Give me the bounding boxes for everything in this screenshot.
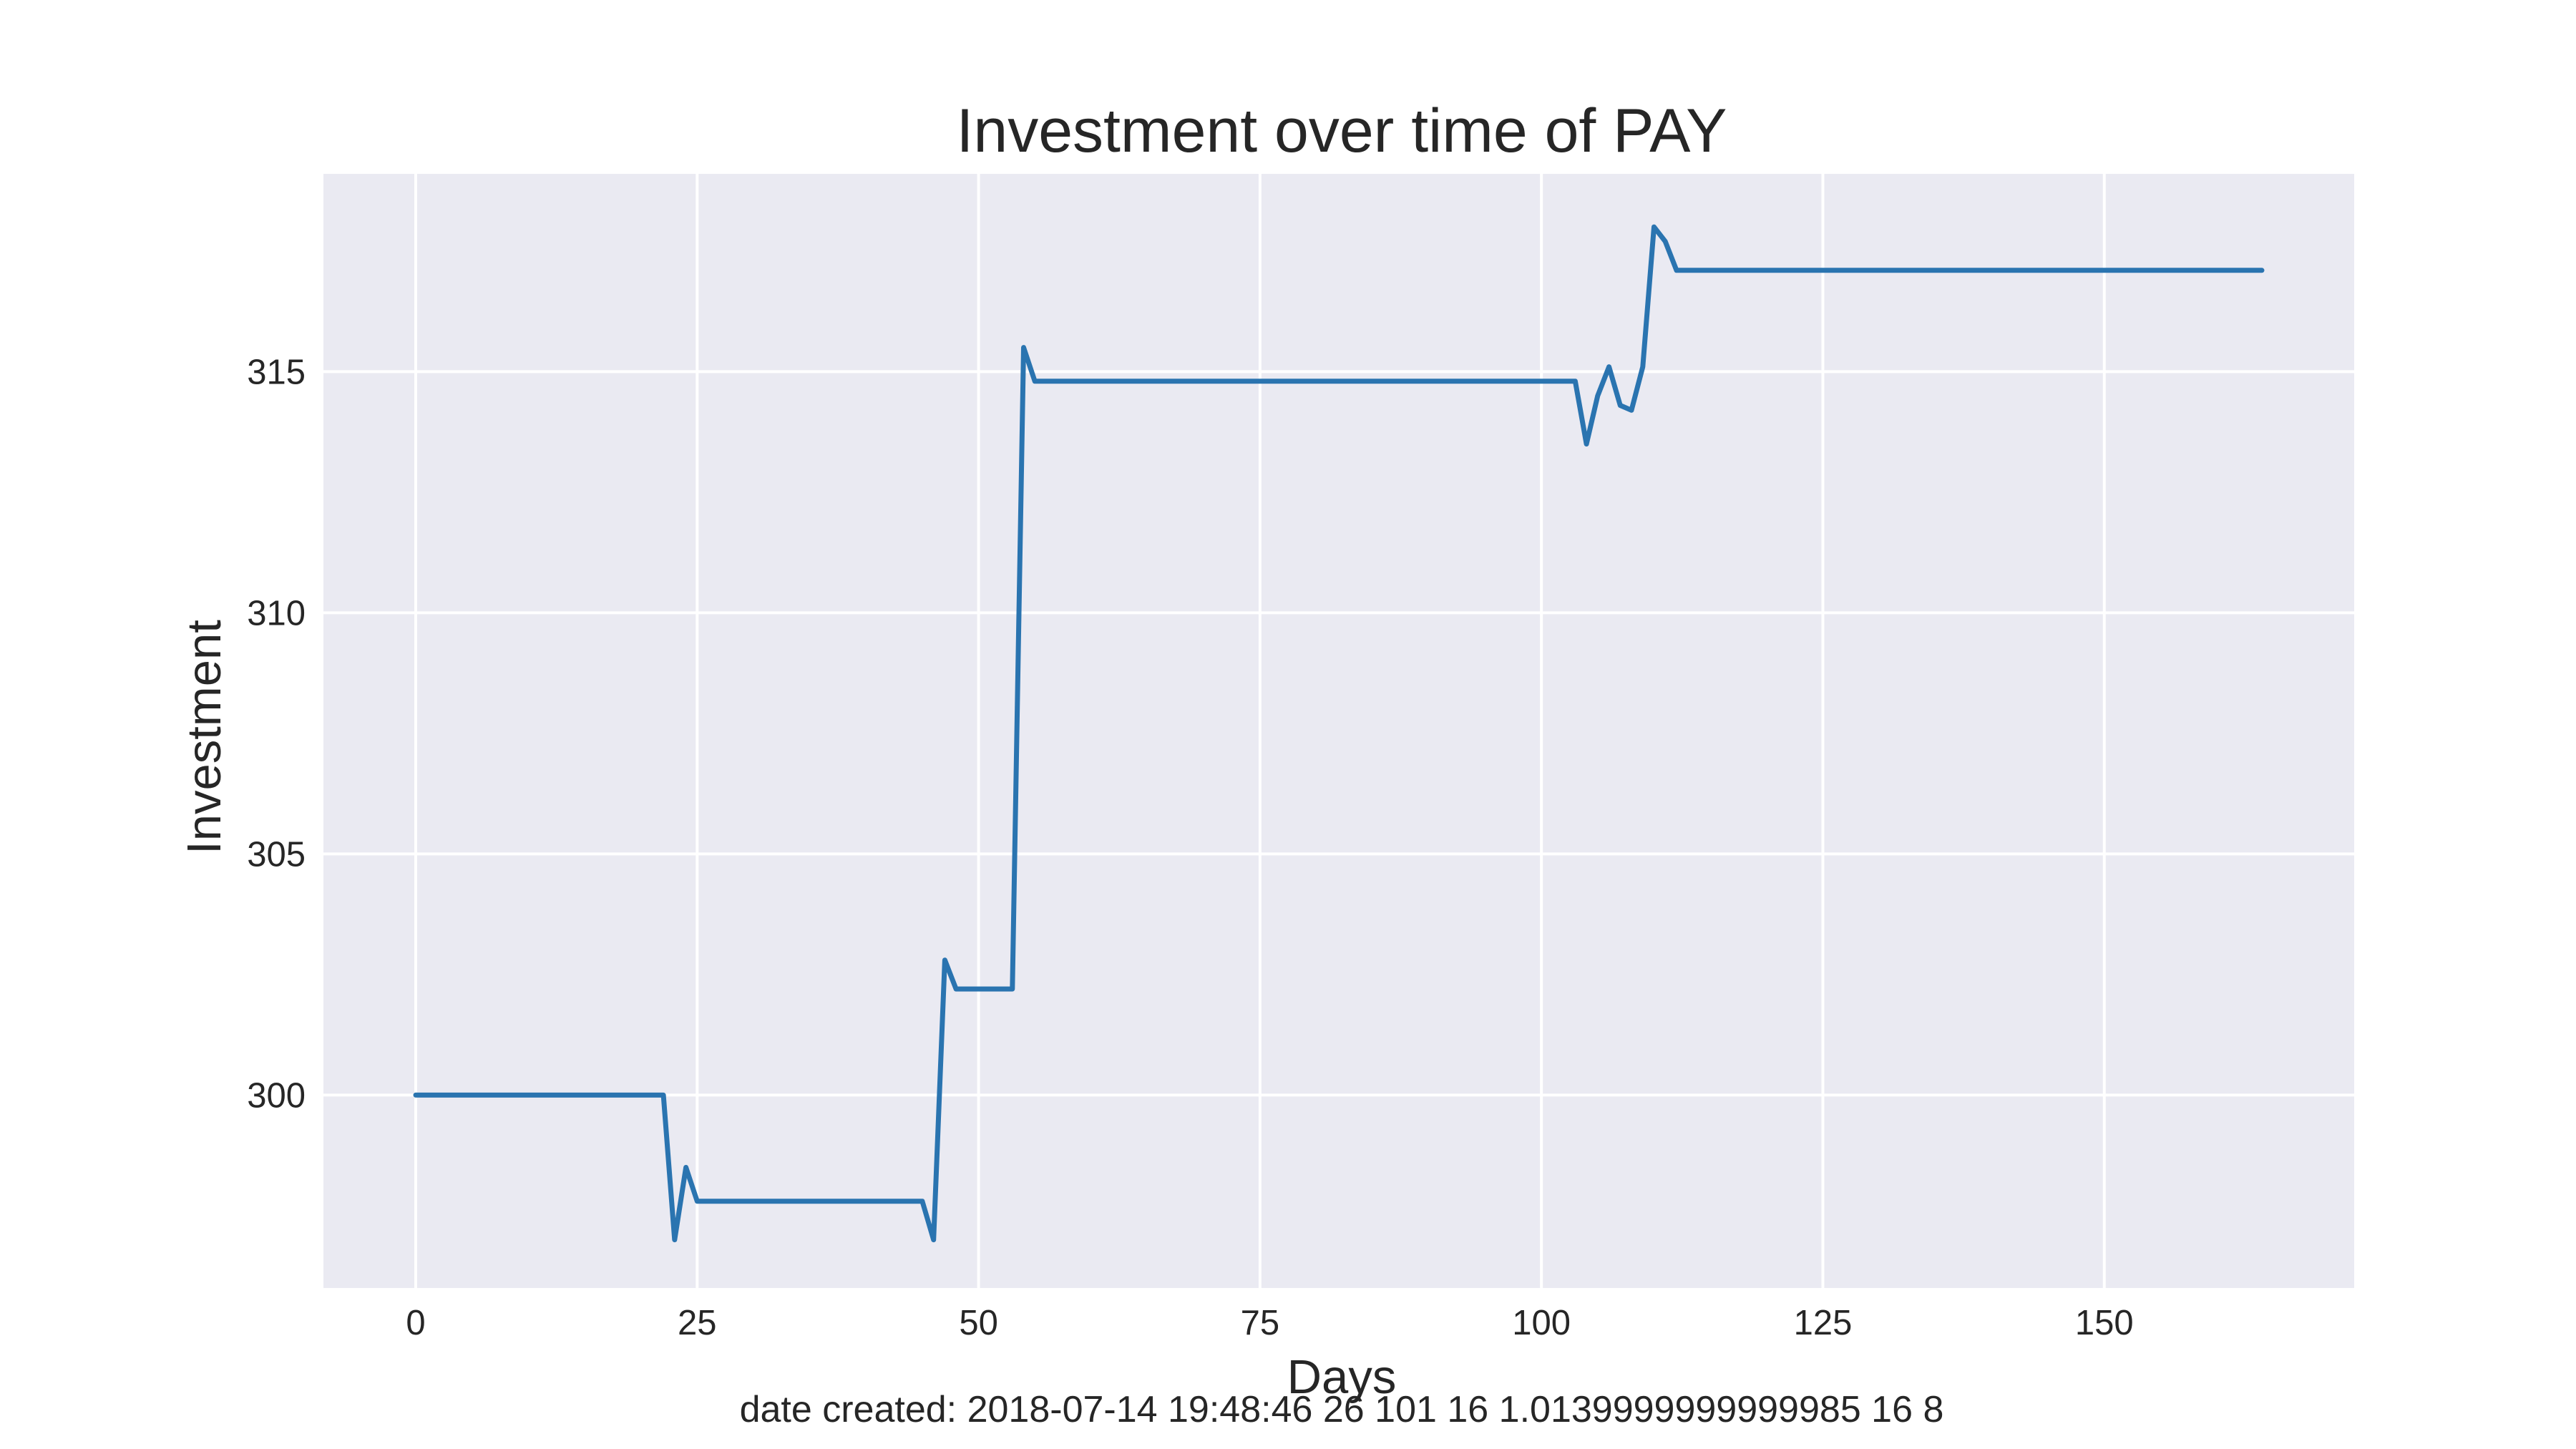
- x-tick-label: 125: [1794, 1304, 1853, 1342]
- tick-labels: 0 25 50 75 100 125 150 300 305 310 315: [247, 353, 2133, 1342]
- y-tick-label: 305: [247, 835, 306, 874]
- footnote: date created: 2018-07-14 19:48:46 26 101…: [740, 1389, 1944, 1430]
- series-line: [413, 224, 2265, 1243]
- x-tick-label: 25: [678, 1304, 717, 1342]
- chart-title: Investment over time of PAY: [956, 97, 1727, 165]
- y-tick-label: 300: [247, 1076, 306, 1115]
- series-group: [413, 224, 2265, 1243]
- y-tick-label: 310: [247, 594, 306, 633]
- plot-area: [323, 174, 2354, 1288]
- y-tick-label: 315: [247, 353, 306, 391]
- x-axis-label: Days: [1287, 1350, 1397, 1404]
- x-tick-label: 0: [406, 1304, 425, 1342]
- gridlines: [323, 174, 2354, 1288]
- y-axis-label: Investment: [177, 620, 231, 854]
- x-tick-label: 100: [1512, 1304, 1571, 1342]
- x-tick-label: 50: [959, 1304, 998, 1342]
- x-tick-label: 75: [1241, 1304, 1280, 1342]
- x-tick-label: 150: [2075, 1304, 2134, 1342]
